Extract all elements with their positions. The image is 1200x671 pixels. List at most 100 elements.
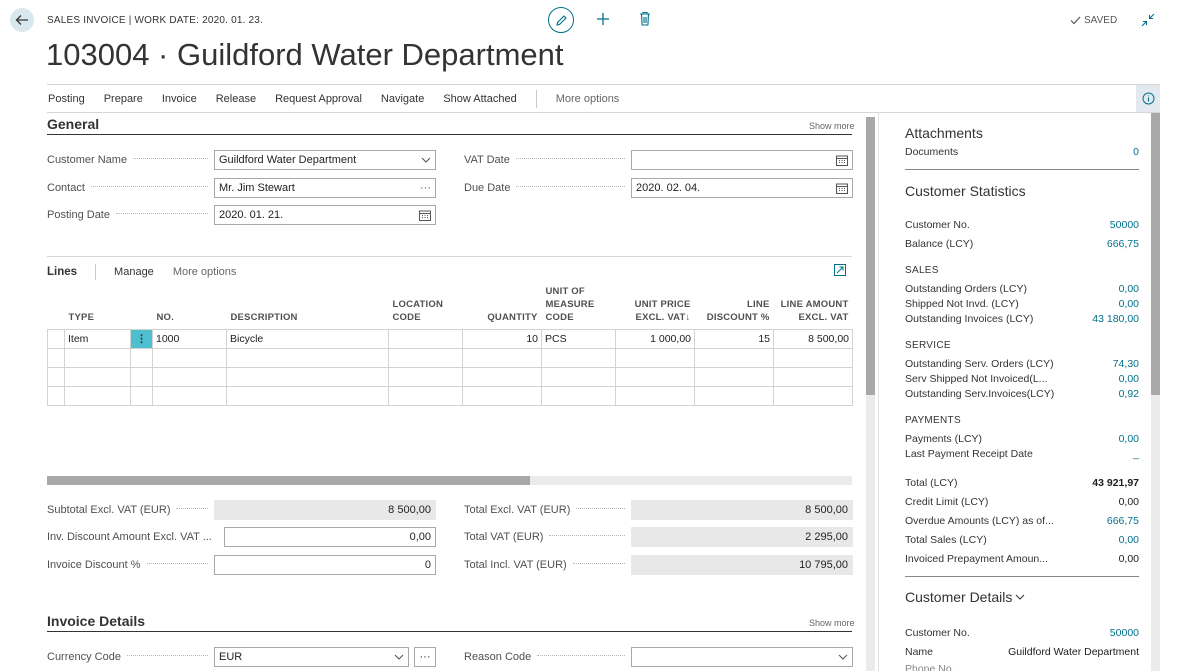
- serv-invoices-value[interactable]: 0,92: [1118, 387, 1139, 400]
- cell-amount[interactable]: 8 500,00: [773, 329, 853, 349]
- lines-horizontal-scrollbar[interactable]: [47, 476, 852, 485]
- empty-cell[interactable]: [694, 367, 774, 387]
- invoice-discount-pct-field[interactable]: 0: [214, 555, 436, 575]
- main-scrollbar-thumb[interactable]: [866, 117, 875, 395]
- back-button[interactable]: [10, 8, 34, 32]
- table-row[interactable]: Item ⋮ 1000 Bicycle 10 PCS 1 000,00 15 8…: [47, 329, 853, 349]
- empty-cell[interactable]: [152, 386, 227, 406]
- empty-cell[interactable]: [388, 386, 463, 406]
- cell-quantity[interactable]: 10: [462, 329, 542, 349]
- empty-cell[interactable]: [226, 348, 389, 368]
- documents-count[interactable]: 0: [1133, 145, 1139, 158]
- empty-cell[interactable]: [462, 367, 542, 387]
- empty-cell[interactable]: [694, 386, 774, 406]
- empty-cell[interactable]: [541, 367, 616, 387]
- empty-cell[interactable]: [64, 348, 131, 368]
- action-show-attached[interactable]: Show Attached: [443, 92, 517, 105]
- ellipsis-icon[interactable]: ···: [420, 182, 431, 194]
- action-release[interactable]: Release: [215, 92, 257, 105]
- shipped-not-invd-value[interactable]: 0,00: [1118, 297, 1139, 310]
- col-description[interactable]: DESCRIPTION: [226, 285, 389, 330]
- cell-unit-price[interactable]: 1 000,00: [615, 329, 695, 349]
- action-more-options[interactable]: More options: [555, 92, 620, 105]
- action-invoice[interactable]: Invoice: [161, 92, 197, 105]
- factbox-toggle-button[interactable]: [1136, 85, 1160, 112]
- inv-discount-field[interactable]: 0,00: [223, 527, 436, 547]
- empty-cell[interactable]: [462, 348, 542, 368]
- main-vertical-scrollbar[interactable]: [866, 117, 875, 671]
- action-request-approval[interactable]: Request Approval: [275, 92, 362, 105]
- empty-cell[interactable]: [615, 367, 695, 387]
- action-posting[interactable]: Posting: [48, 92, 85, 105]
- total-sales-value[interactable]: 0,00: [1118, 533, 1139, 546]
- empty-cell[interactable]: [694, 348, 774, 368]
- empty-cell[interactable]: [773, 367, 853, 387]
- lines-scrollbar-thumb[interactable]: [47, 476, 530, 485]
- action-prepare[interactable]: Prepare: [103, 92, 143, 105]
- calendar-icon[interactable]: [836, 183, 848, 194]
- col-uom-code[interactable]: UNIT OF MEASURE CODE: [541, 285, 616, 330]
- empty-cell[interactable]: [226, 367, 389, 387]
- action-navigate[interactable]: Navigate: [380, 92, 425, 105]
- customer-details-header[interactable]: Customer Details: [905, 589, 1025, 605]
- lines-manage[interactable]: Manage: [114, 266, 154, 278]
- col-location-code[interactable]: LOCATION CODE: [388, 285, 463, 330]
- empty-cell[interactable]: [388, 348, 463, 368]
- general-show-more[interactable]: Show more: [809, 121, 855, 131]
- empty-cell[interactable]: [152, 348, 227, 368]
- stats-customer-no-value[interactable]: 50000: [1109, 218, 1139, 231]
- cell-description[interactable]: Bicycle: [226, 329, 389, 349]
- last-payment-value[interactable]: _: [1133, 447, 1139, 460]
- invoice-details-show-more[interactable]: Show more: [809, 618, 855, 628]
- customer-name-field[interactable]: Guildford Water Department: [214, 150, 436, 170]
- empty-cell[interactable]: [64, 386, 131, 406]
- currency-lookup-button[interactable]: ···: [414, 647, 436, 667]
- vat-date-field[interactable]: [631, 150, 853, 170]
- col-quantity[interactable]: QUANTITY: [462, 285, 542, 330]
- cell-location[interactable]: [388, 329, 463, 349]
- factbox-scrollbar-thumb[interactable]: [1151, 113, 1160, 395]
- factbox-vertical-scrollbar[interactable]: [1151, 113, 1160, 671]
- outstanding-invoices-value[interactable]: 43 180,00: [1092, 312, 1139, 325]
- empty-cell[interactable]: [64, 367, 131, 387]
- empty-cell[interactable]: [773, 348, 853, 368]
- outstanding-orders-value[interactable]: 0,00: [1118, 282, 1139, 295]
- empty-cell[interactable]: [615, 386, 695, 406]
- row-menu-button[interactable]: ⋮: [130, 329, 153, 349]
- expand-lines-button[interactable]: [834, 264, 846, 279]
- lines-more-options[interactable]: More options: [172, 266, 237, 278]
- reason-field[interactable]: [631, 647, 853, 667]
- table-row[interactable]: [47, 348, 853, 368]
- new-button[interactable]: [594, 10, 612, 31]
- empty-cell[interactable]: [226, 386, 389, 406]
- empty-cell[interactable]: [541, 348, 616, 368]
- edit-button[interactable]: [548, 7, 574, 33]
- empty-cell[interactable]: [773, 386, 853, 406]
- col-unit-price[interactable]: UNIT PRICE EXCL. VAT↓: [615, 285, 695, 330]
- col-type[interactable]: TYPE: [64, 285, 131, 330]
- contact-field[interactable]: Mr. Jim Stewart ···: [214, 178, 436, 198]
- empty-cell[interactable]: [615, 348, 695, 368]
- col-line-amount[interactable]: LINE AMOUNT EXCL. VAT: [773, 285, 853, 330]
- empty-cell[interactable]: [541, 386, 616, 406]
- due-date-field[interactable]: 2020. 02. 04.: [631, 178, 853, 198]
- posting-date-field[interactable]: 2020. 01. 21.: [214, 205, 436, 225]
- cell-discount[interactable]: 15: [694, 329, 774, 349]
- col-line-discount[interactable]: LINE DISCOUNT %: [694, 285, 774, 330]
- details-customer-no-value[interactable]: 50000: [1109, 626, 1139, 639]
- table-row[interactable]: [47, 386, 853, 406]
- cell-uom[interactable]: PCS: [541, 329, 616, 349]
- cell-no[interactable]: 1000: [152, 329, 227, 349]
- delete-button[interactable]: [637, 10, 653, 31]
- col-no[interactable]: NO.: [152, 285, 227, 330]
- table-row[interactable]: [47, 367, 853, 387]
- empty-cell[interactable]: [388, 367, 463, 387]
- balance-value[interactable]: 666,75: [1106, 237, 1139, 250]
- serv-shipped-value[interactable]: 0,00: [1118, 372, 1139, 385]
- empty-cell[interactable]: [462, 386, 542, 406]
- cell-type[interactable]: Item: [64, 329, 131, 349]
- overdue-value[interactable]: 666,75: [1106, 514, 1139, 527]
- currency-field[interactable]: EUR: [214, 647, 409, 667]
- collapse-button[interactable]: [1140, 12, 1156, 31]
- calendar-icon[interactable]: [836, 155, 848, 166]
